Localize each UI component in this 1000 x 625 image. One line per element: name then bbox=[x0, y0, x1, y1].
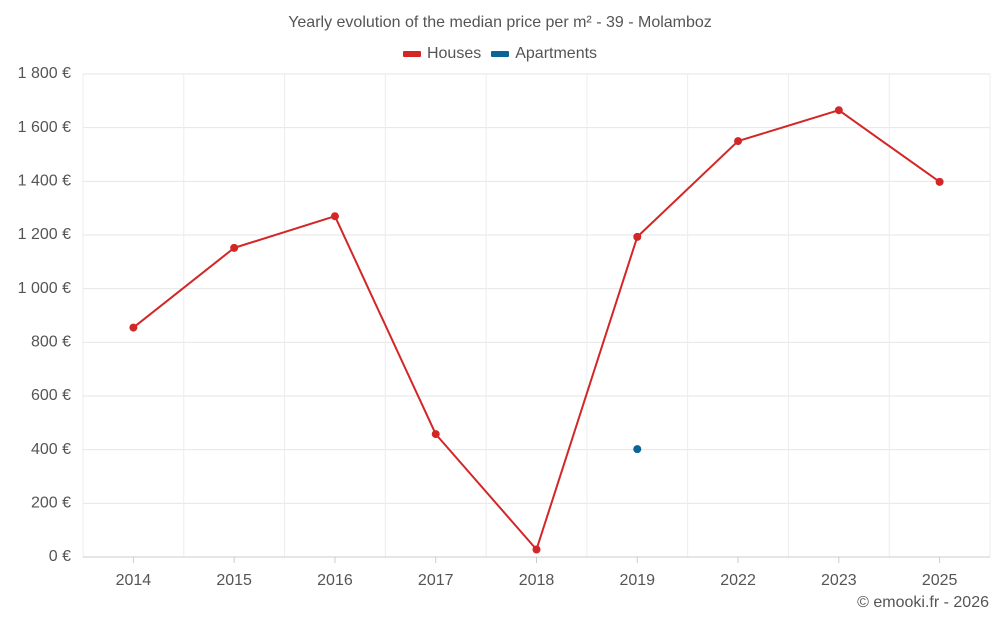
y-tick-label: 0 € bbox=[49, 548, 71, 565]
data-point-houses[interactable] bbox=[834, 106, 843, 115]
legend-swatch-apartments bbox=[491, 51, 510, 57]
data-point-houses[interactable] bbox=[935, 177, 944, 186]
data-point-houses[interactable] bbox=[230, 243, 239, 252]
series bbox=[129, 106, 944, 554]
y-tick-label: 200 € bbox=[31, 495, 71, 512]
data-point-houses[interactable] bbox=[129, 323, 138, 332]
y-tick-label: 1 200 € bbox=[18, 226, 71, 243]
x-tick-label: 2023 bbox=[821, 572, 857, 589]
data-point-houses[interactable] bbox=[532, 545, 541, 554]
grid bbox=[82, 73, 991, 558]
x-tick-label: 2016 bbox=[317, 572, 353, 589]
y-tick-label: 600 € bbox=[31, 387, 71, 404]
x-tick-label: 2014 bbox=[116, 572, 152, 589]
data-point-houses[interactable] bbox=[633, 232, 642, 241]
y-tick-label: 1 800 € bbox=[18, 65, 71, 82]
data-point-apartments[interactable] bbox=[633, 445, 642, 454]
y-tick-label: 1 400 € bbox=[18, 173, 71, 190]
x-tick-label: 2017 bbox=[418, 572, 454, 589]
footer-credit: © emooki.fr - 2026 bbox=[857, 594, 989, 611]
axes: 0 € 200 € 400 € 600 € 800 € 1 000 € 1 200 € 1 4… bbox=[18, 65, 990, 589]
x-tick-label: 2015 bbox=[216, 572, 252, 589]
x-tick-label: 2018 bbox=[519, 572, 555, 589]
x-tick-label: 2022 bbox=[720, 572, 756, 589]
y-tick-label: 400 € bbox=[31, 441, 71, 458]
data-point-houses[interactable] bbox=[431, 430, 440, 439]
legend-swatch-houses bbox=[402, 51, 421, 57]
x-tick-label: 2025 bbox=[922, 572, 958, 589]
legend-label-houses: Houses bbox=[426, 45, 482, 62]
legend-label-apartments: Apartments bbox=[515, 45, 598, 62]
legend-item-apartments[interactable]: Apartments bbox=[491, 45, 597, 63]
x-tick-label: 2019 bbox=[619, 572, 655, 589]
data-point-houses[interactable] bbox=[734, 137, 743, 146]
chart-title: Yearly evolution of the median price per… bbox=[288, 14, 712, 31]
legend-item-houses[interactable]: Houses bbox=[402, 45, 482, 63]
y-tick-label: 1 600 € bbox=[18, 119, 71, 136]
series-line-houses bbox=[132, 109, 941, 551]
legend: Houses Apartments bbox=[0, 45, 1000, 63]
y-tick-label: 1 000 € bbox=[18, 280, 71, 297]
y-tick-label: 800 € bbox=[31, 334, 71, 351]
data-point-houses[interactable] bbox=[330, 212, 339, 221]
